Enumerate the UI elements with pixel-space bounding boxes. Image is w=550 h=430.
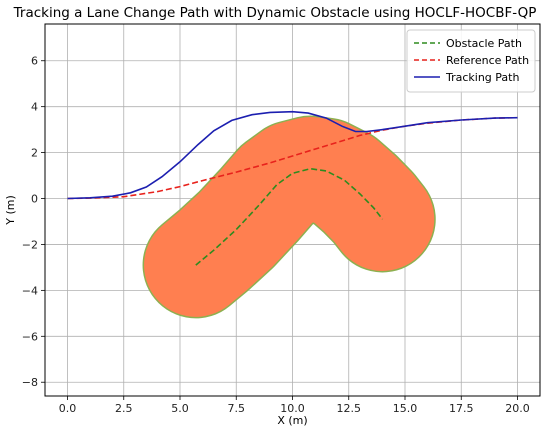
y-tick-label: 2 (31, 147, 38, 160)
obstacle-region (142, 115, 436, 319)
x-tick-label: 5.0 (171, 402, 189, 415)
x-axis-label: X (m) (277, 414, 307, 427)
x-tick-label: 2.5 (115, 402, 133, 415)
x-axis: 0.0 2.5 5.0 7.5 10.0 12.5 15.0 17.5 20.0 (59, 396, 530, 415)
y-tick-label: −4 (22, 284, 38, 297)
x-tick-label: 15.0 (393, 402, 418, 415)
y-tick-label: 0 (31, 193, 38, 206)
x-tick-label: 0.0 (59, 402, 77, 415)
y-axis-label: Y (m) (4, 195, 17, 226)
x-tick-label: 20.0 (505, 402, 530, 415)
legend: Obstacle Path Reference Path Tracking Path (406, 29, 536, 93)
tracking-path-line (67, 110, 518, 200)
y-tick-label: 4 (31, 101, 38, 114)
chart-title: Tracking a Lane Change Path with Dynamic… (13, 5, 537, 21)
x-tick-label: 7.5 (228, 402, 246, 415)
x-tick-label: 10.0 (280, 402, 305, 415)
legend-label-obstacle-path: Obstacle Path (446, 37, 522, 50)
x-tick-label: 12.5 (337, 402, 362, 415)
x-tick-label: 17.5 (449, 402, 474, 415)
series-lines (67, 110, 518, 266)
y-axis: 6 4 2 0 −2 −4 −6 −8 (22, 55, 45, 389)
legend-label-tracking-path: Tracking Path (445, 71, 519, 84)
y-tick-label: −6 (22, 330, 38, 343)
legend-label-reference-path: Reference Path (446, 54, 529, 67)
y-tick-label: 6 (31, 55, 38, 68)
y-tick-label: −2 (22, 238, 38, 251)
y-tick-label: −8 (22, 376, 38, 389)
obstacle-path-line (195, 167, 384, 266)
